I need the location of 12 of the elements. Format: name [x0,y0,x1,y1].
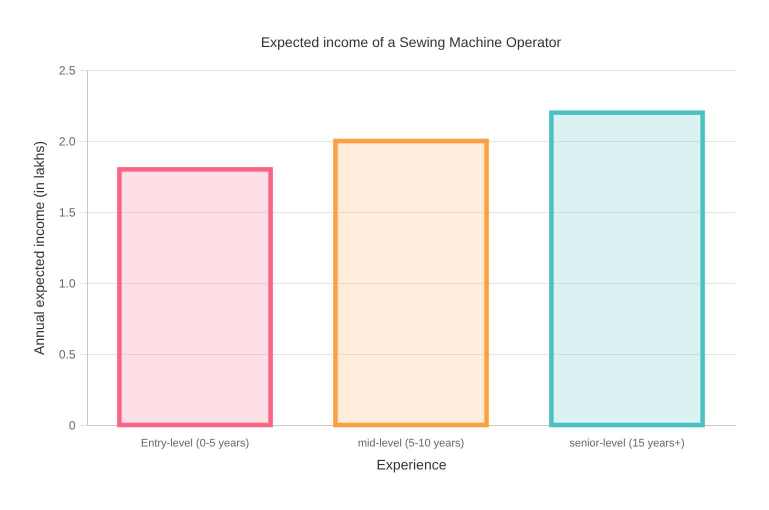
x-tick-label: senior-level (15 years+) [569,438,685,450]
y-tick-label: 0 [68,418,76,432]
chart-title: Expected income of a Sewing Machine Operator [260,34,562,50]
y-axis-title: Annual expected income (in lakhs) [30,140,47,356]
y-tick-label: 1.0 [58,276,76,290]
x-tick-label: mid-level (5-10 years) [358,438,464,450]
y-tick-label: 0.5 [58,348,76,362]
y-tick-label: 1.5 [58,206,76,220]
y-tick-label: 2.5 [58,64,76,78]
x-tick-label: Entry-level (0-5 years) [140,438,250,450]
y-tick-label: 2.0 [58,134,76,148]
x-axis-title: Experience [376,456,447,472]
